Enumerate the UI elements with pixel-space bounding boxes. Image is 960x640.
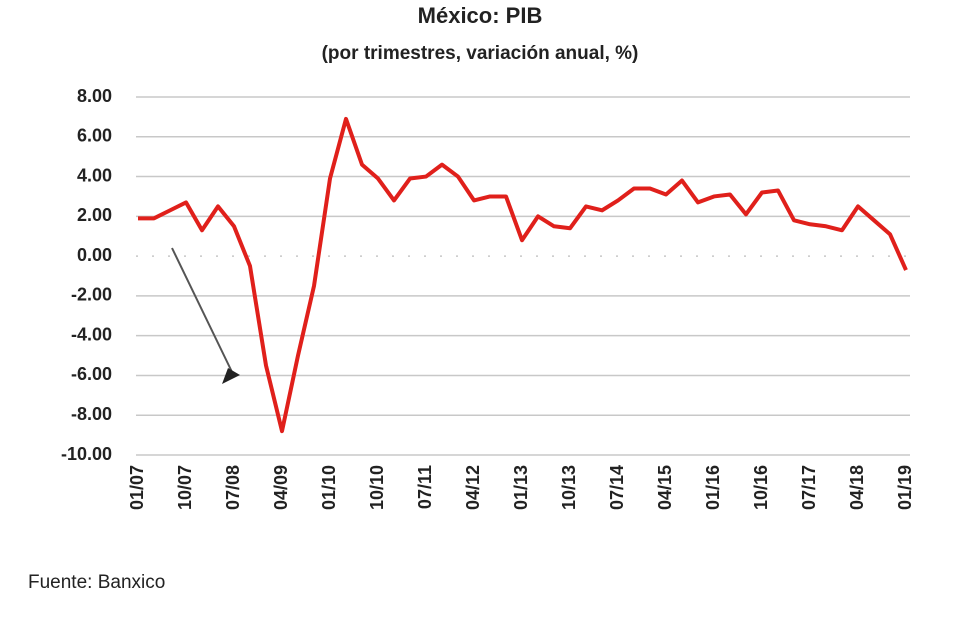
x-tick-label: 01/07: [127, 465, 147, 510]
x-tick-label: 04/12: [463, 465, 483, 510]
y-tick-label: 6.00: [77, 126, 112, 146]
x-tick-label: 04/18: [847, 465, 867, 510]
x-tick-label: 01/16: [703, 465, 723, 510]
y-tick-label: -4.00: [71, 324, 112, 344]
x-tick-label: 07/17: [799, 465, 819, 510]
y-tick-label: 4.00: [77, 165, 112, 185]
data-line: [138, 116, 908, 434]
x-tick-label: 01/19: [895, 465, 915, 510]
annotation-arrow: [171, 247, 240, 384]
source-note: Fuente: Banxico: [28, 572, 165, 593]
x-tick-label: 04/15: [655, 465, 675, 510]
x-tick-label: 10/07: [175, 465, 195, 510]
x-tick-label: 01/13: [511, 465, 531, 510]
y-tick-label: -10.00: [61, 444, 112, 464]
x-tick-label: 07/11: [415, 465, 435, 509]
x-tick-label: 07/14: [607, 465, 627, 510]
y-tick-label: -6.00: [71, 364, 112, 384]
chart-subtitle: (por trimestres, variación anual, %): [322, 43, 639, 64]
y-tick-label: -8.00: [71, 404, 112, 424]
x-tick-label: 04/09: [271, 465, 291, 510]
x-tick-label: 01/10: [319, 465, 339, 510]
x-tick-label: 10/16: [751, 465, 771, 510]
chart-title: México: PIB: [418, 3, 543, 28]
y-tick-label: 2.00: [77, 205, 112, 225]
y-tick-label: 8.00: [77, 86, 112, 106]
x-tick-label: 07/08: [223, 465, 243, 510]
x-tick-label: 10/10: [367, 465, 387, 510]
x-tick-label: 10/13: [559, 465, 579, 510]
y-tick-label: -2.00: [71, 285, 112, 305]
y-tick-label: 0.00: [77, 245, 112, 265]
